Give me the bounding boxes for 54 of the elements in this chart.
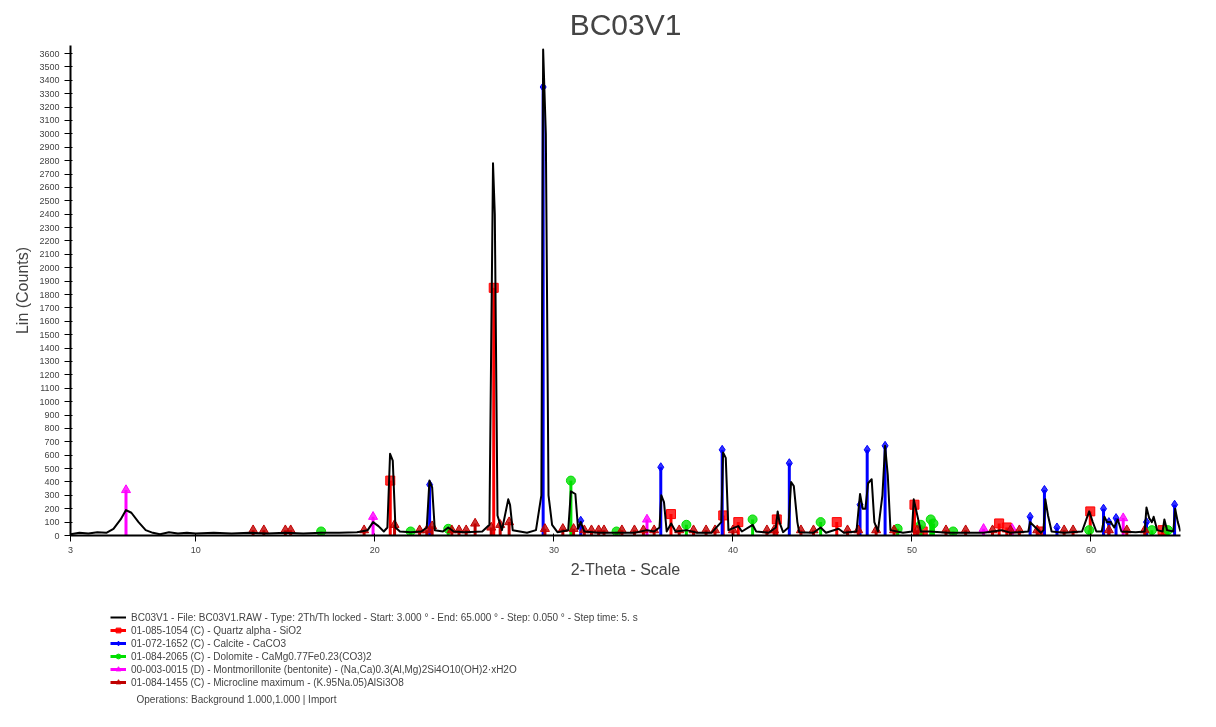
y-tick-label: 1000 bbox=[39, 396, 60, 407]
x-tick-label: 3 bbox=[68, 544, 74, 555]
y-tick-label: 2500 bbox=[39, 195, 60, 206]
y-tick-label: 1100 bbox=[40, 383, 60, 394]
y-tick-label: 1200 bbox=[39, 369, 60, 380]
chart-title: BC03V1 bbox=[569, 7, 682, 41]
y-tick-label: 600 bbox=[44, 450, 60, 461]
y-tick-label: 900 bbox=[44, 410, 60, 421]
y-tick-label: 3100 bbox=[39, 115, 60, 126]
legend-label: BC03V1 - File: BC03V1.RAW - Type: 2Th/Th locked - Start: 3.000 ° - End: 65.000 ° - Step: 0.050 ° - Step time: 5. s bbox=[131, 611, 638, 623]
y-tick-label: 2000 bbox=[39, 262, 60, 273]
legend-label: 00-003-0015 (D) - Montmorillonite (bentonite) - (Na,Ca)0.3(Al,Mg)2Si4O10(OH)2·xH2O bbox=[131, 663, 517, 675]
y-tick-label: 1700 bbox=[39, 302, 60, 313]
y-tick-label: 3300 bbox=[39, 88, 60, 99]
y-tick-label: 2700 bbox=[39, 169, 60, 180]
y-tick-label: 2900 bbox=[39, 142, 60, 153]
y-tick-label: 2200 bbox=[39, 235, 60, 246]
x-axis-title: 2-Theta - Scale bbox=[570, 560, 681, 578]
y-tick-label: 0 bbox=[54, 530, 60, 541]
y-tick-label: 2100 bbox=[39, 249, 60, 260]
legend-label: 01-084-2065 (C) - Dolomite - CaMg0.77Fe0.23(CO3)2 bbox=[131, 650, 372, 662]
x-tick-label: 20 bbox=[369, 544, 380, 555]
y-tick-label: 3400 bbox=[39, 75, 60, 86]
y-tick-label: 3500 bbox=[39, 61, 60, 72]
x-tick-label: 50 bbox=[906, 544, 917, 555]
y-tick-label: 100 bbox=[44, 517, 60, 528]
legend-label: 01-072-1652 (C) - Calcite - CaCO3 bbox=[131, 637, 287, 649]
y-tick-label: 2600 bbox=[39, 182, 60, 193]
y-tick-label: 3000 bbox=[39, 128, 60, 139]
y-tick-label: 2800 bbox=[39, 155, 60, 166]
y-tick-label: 500 bbox=[44, 463, 60, 474]
y-tick-label: 700 bbox=[44, 436, 60, 447]
y-tick-label: 1400 bbox=[39, 343, 60, 354]
y-tick-label: 1500 bbox=[39, 329, 60, 340]
legend-label: 01-084-1455 (C) - Microcline maximum - (K.95Na.05)AlSi3O8 bbox=[131, 676, 404, 688]
x-tick-label: 30 bbox=[548, 544, 559, 555]
text: Operations: Background 1.000,1.000 | Import bbox=[136, 693, 337, 705]
y-tick-label: 200 bbox=[44, 503, 60, 514]
y-tick-label: 400 bbox=[44, 476, 60, 487]
y-tick-label: 2400 bbox=[39, 209, 60, 220]
y-tick-label: 3600 bbox=[39, 48, 60, 59]
y-tick-label: 800 bbox=[44, 423, 60, 434]
x-tick-label: 40 bbox=[727, 544, 738, 555]
y-axis-title: Lin (Counts) bbox=[14, 246, 32, 335]
y-tick-label: 3200 bbox=[39, 102, 60, 113]
y-tick-label: 2300 bbox=[39, 222, 60, 233]
x-tick-label: 60 bbox=[1085, 544, 1096, 555]
y-tick-label: 1800 bbox=[39, 289, 60, 300]
y-tick-label: 300 bbox=[44, 490, 60, 501]
legend-label: 01-085-1054 (C) - Quartz alpha - SiO2 bbox=[131, 624, 302, 636]
y-tick-label: 1900 bbox=[39, 276, 60, 287]
y-tick-label: 1600 bbox=[39, 316, 60, 327]
x-tick-label: 10 bbox=[190, 544, 201, 555]
y-tick-label: 1300 bbox=[39, 356, 60, 367]
